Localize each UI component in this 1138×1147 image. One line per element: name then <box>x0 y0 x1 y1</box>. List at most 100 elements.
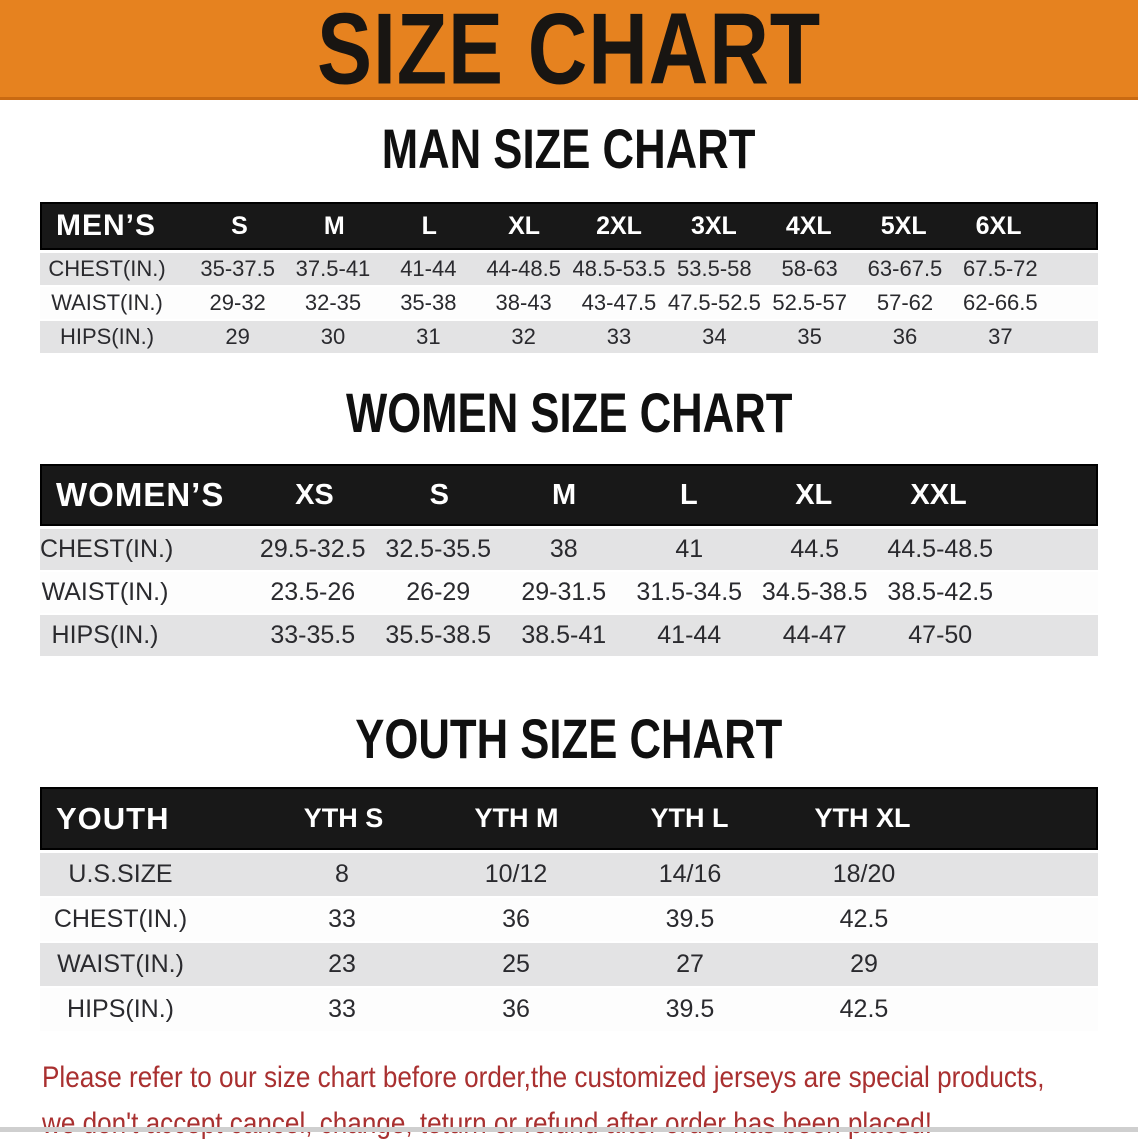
size-column-header: XL <box>795 478 833 511</box>
size-cell: 26-29 <box>406 578 471 606</box>
size-cell: 27 <box>676 950 704 978</box>
size-cell: 35 <box>797 324 822 349</box>
size-cell: 62-66.5 <box>963 290 1038 315</box>
size-column-header: YTH M <box>474 803 559 833</box>
size-cell: 32.5-35.5 <box>385 535 492 563</box>
row-label: HIPS(IN.) <box>67 995 174 1023</box>
size-column-header: 5XL <box>880 211 927 240</box>
size-cell: 34 <box>702 324 727 349</box>
size-cell: 39.5 <box>665 995 715 1023</box>
size-column-header: 6XL <box>975 211 1022 240</box>
table-row-hips: HIPS(IN.) 29 30 31 32 33 34 35 36 37 <box>40 321 1098 353</box>
size-column-header: 2XL <box>596 211 642 240</box>
mens-size-table: MEN’S S M L XL 2XL 3XL 4XL 5XL 6XL CHEST… <box>40 202 1098 353</box>
size-cell: 29.5-32.5 <box>259 535 366 563</box>
size-cell: 29 <box>850 950 878 978</box>
bottom-edge-strip <box>0 1127 1138 1132</box>
table-row-hips: HIPS(IN.) 33 36 39.5 42.5 <box>40 988 1098 1031</box>
size-cell: 33 <box>328 905 356 933</box>
size-cell: 30 <box>320 324 346 349</box>
size-cell: 37.5-41 <box>295 256 371 281</box>
table-row-waist: WAIST(IN.) 23 25 27 29 <box>40 943 1098 986</box>
order-notice: Please refer to our size chart before or… <box>42 1055 1138 1147</box>
mens-table-header-row: MEN’S S M L XL 2XL 3XL 4XL 5XL 6XL <box>40 202 1098 250</box>
size-cell: 29 <box>225 324 250 349</box>
size-cell: 42.5 <box>839 995 889 1023</box>
size-cell: 33 <box>606 324 632 349</box>
size-column-header: 4XL <box>785 211 832 240</box>
size-cell: 58-63 <box>781 256 838 281</box>
size-column-header: YTH S <box>303 803 384 833</box>
size-cell: 63-67.5 <box>867 256 943 281</box>
size-cell: 41-44 <box>657 621 722 649</box>
size-cell: 67.5-72 <box>963 256 1038 281</box>
size-cell: 29-31.5 <box>521 578 607 606</box>
youth-table-title: YOUTH <box>56 800 170 836</box>
size-column-header: XS <box>295 478 334 511</box>
size-cell: 44.5 <box>790 535 840 563</box>
size-cell: 35.5-38.5 <box>385 621 492 649</box>
womens-table-title: WOMEN’S <box>56 476 225 513</box>
women-size-chart-heading: WOMEN SIZE CHART <box>0 385 1138 441</box>
size-cell: 48.5-53.5 <box>572 256 666 281</box>
row-label: WAIST(IN.) <box>51 290 163 315</box>
size-cell: 43-47.5 <box>581 290 657 315</box>
row-label: CHEST(IN.) <box>40 535 174 563</box>
man-size-chart-heading-text: MAN SIZE CHART <box>382 117 756 180</box>
size-cell: 23.5-26 <box>270 578 356 606</box>
size-cell: 39.5 <box>665 905 715 933</box>
women-size-chart-heading-text: WOMEN SIZE CHART <box>345 381 793 444</box>
size-cell: 29-32 <box>209 290 266 315</box>
order-notice-line-2: we don't accept cancel, change, teturn o… <box>42 1107 933 1140</box>
size-cell: 36 <box>892 324 918 349</box>
size-column-header: YTH XL <box>814 803 911 833</box>
size-cell: 32 <box>511 324 536 349</box>
youth-size-table: YOUTH YTH S YTH M YTH L YTH XL U.S.SIZE … <box>40 787 1098 1031</box>
size-column-header: L <box>680 478 698 511</box>
size-cell: 47.5-52.5 <box>667 290 761 315</box>
size-cell: 37 <box>988 324 1013 349</box>
size-cell: 32-35 <box>304 290 362 315</box>
size-cell: 57-62 <box>876 290 934 315</box>
size-cell: 8 <box>335 860 349 888</box>
size-cell: 38 <box>549 535 578 563</box>
size-cell: 35-38 <box>400 290 457 315</box>
size-cell: 18/20 <box>832 860 896 888</box>
row-label: CHEST(IN.) <box>53 905 188 933</box>
size-column-header: M <box>323 211 345 240</box>
youth-size-chart-heading-text: YOUTH SIZE CHART <box>355 707 783 770</box>
row-label: HIPS(IN.) <box>51 621 159 649</box>
row-label: HIPS(IN.) <box>59 324 155 349</box>
banner-title: SIZE CHART <box>317 0 821 106</box>
size-column-header: YTH L <box>650 803 729 833</box>
table-row-chest: CHEST(IN.) 35-37.5 37.5-41 41-44 44-48.5… <box>40 253 1098 285</box>
size-cell: 52.5-57 <box>772 290 847 315</box>
size-cell: 23 <box>328 950 356 978</box>
size-cell: 10/12 <box>484 860 548 888</box>
size-cell: 53.5-58 <box>677 256 752 281</box>
table-row-waist: WAIST(IN.) 29-32 32-35 35-38 38-43 43-47… <box>40 287 1098 319</box>
size-column-header: L <box>421 211 437 240</box>
man-size-chart-heading: MAN SIZE CHART <box>0 121 1138 177</box>
size-cell: 36 <box>502 905 530 933</box>
size-cell: 42.5 <box>839 905 889 933</box>
size-cell: 44-47 <box>782 621 847 649</box>
order-notice-line-1: Please refer to our size chart before or… <box>42 1061 1045 1094</box>
row-label: WAIST(IN.) <box>41 578 169 606</box>
size-cell: 44-48.5 <box>486 256 561 281</box>
table-row-chest: CHEST(IN.) 29.5-32.5 32.5-35.5 38 41 44.… <box>40 529 1098 570</box>
youth-table-header-row: YOUTH YTH S YTH M YTH L YTH XL <box>40 787 1098 850</box>
size-cell: 36 <box>502 995 530 1023</box>
size-cell: 34.5-38.5 <box>761 578 868 606</box>
row-label: WAIST(IN.) <box>57 950 184 978</box>
womens-size-table: WOMEN’S XS S M L XL XXL CHEST(IN.) 29.5-… <box>40 464 1098 656</box>
size-cell: 31 <box>416 324 441 349</box>
size-cell: 14/16 <box>658 860 722 888</box>
size-cell: 38.5-42.5 <box>887 578 994 606</box>
size-cell: 33 <box>328 995 356 1023</box>
size-cell: 44.5-48.5 <box>887 535 994 563</box>
size-cell: 38-43 <box>495 290 552 315</box>
youth-size-chart-heading: YOUTH SIZE CHART <box>0 711 1138 767</box>
size-cell: 25 <box>502 950 530 978</box>
table-row-waist: WAIST(IN.) 23.5-26 26-29 29-31.5 31.5-34… <box>40 572 1098 613</box>
